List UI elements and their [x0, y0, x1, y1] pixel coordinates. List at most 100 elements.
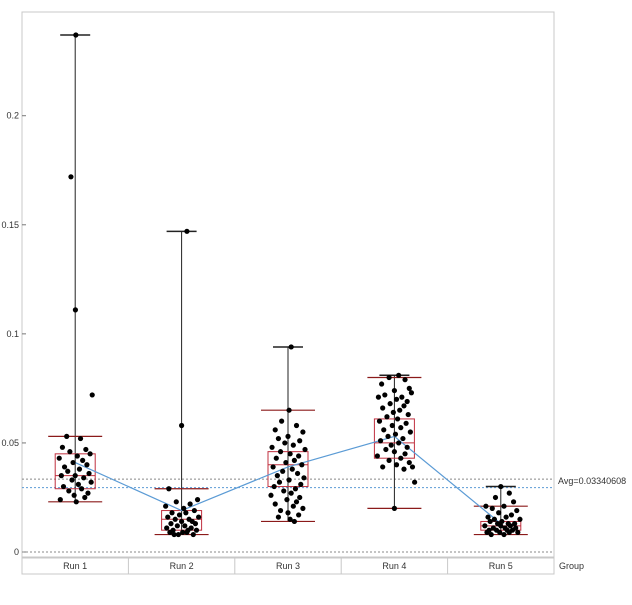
data-point	[409, 464, 416, 470]
data-point	[507, 523, 513, 529]
x-category-label: Run 2	[170, 561, 194, 571]
data-point	[285, 433, 291, 439]
data-point	[392, 431, 399, 437]
data-point	[167, 529, 173, 535]
data-point	[290, 503, 296, 509]
data-point	[283, 459, 289, 466]
data-point	[299, 462, 305, 468]
data-point	[297, 438, 303, 444]
data-point	[497, 529, 503, 535]
data-point	[407, 429, 413, 435]
data-point	[405, 411, 411, 418]
data-point	[272, 427, 278, 433]
data-point	[57, 497, 63, 503]
data-point	[514, 507, 520, 514]
data-point	[291, 518, 297, 525]
data-point	[380, 405, 386, 411]
data-point	[390, 409, 396, 415]
data-point	[73, 32, 79, 38]
data-point	[190, 531, 196, 538]
data-point	[84, 462, 90, 468]
data-point	[412, 479, 418, 485]
data-point	[171, 531, 177, 538]
data-point	[498, 483, 504, 490]
data-point	[74, 453, 80, 459]
data-point	[88, 479, 94, 485]
data-point	[66, 488, 72, 494]
data-point	[489, 505, 495, 511]
data-point	[290, 442, 296, 448]
data-point	[78, 486, 85, 492]
data-point	[385, 433, 391, 439]
data-point	[86, 470, 92, 477]
data-point	[194, 497, 201, 503]
data-point	[517, 516, 523, 522]
data-point	[192, 521, 199, 527]
data-point	[183, 510, 189, 516]
data-point	[83, 446, 89, 453]
data-point	[381, 427, 387, 433]
data-point	[89, 392, 95, 398]
data-point	[391, 505, 397, 511]
data-point	[67, 449, 73, 455]
data-point	[286, 477, 292, 483]
data-point	[491, 516, 498, 522]
x-category-label: Run 5	[489, 561, 513, 571]
data-point	[487, 518, 493, 525]
data-point	[492, 494, 499, 501]
data-point	[286, 407, 292, 413]
data-point	[87, 451, 93, 457]
data-point	[302, 446, 308, 453]
data-point	[166, 486, 172, 492]
data-point	[269, 444, 275, 450]
data-point	[179, 518, 185, 525]
data-point	[181, 505, 187, 511]
data-point	[389, 422, 395, 429]
data-point	[375, 394, 382, 400]
data-point	[287, 451, 293, 457]
data-point	[401, 466, 407, 472]
data-point	[287, 516, 293, 522]
data-point	[65, 468, 71, 474]
data-point	[75, 481, 81, 487]
data-point	[184, 228, 190, 234]
data-point	[501, 503, 507, 509]
data-point	[187, 501, 193, 507]
data-point	[484, 529, 490, 535]
data-point	[68, 174, 74, 180]
data-point	[72, 473, 78, 479]
y-tick-label: 0.2	[6, 111, 19, 121]
data-point	[397, 407, 403, 413]
data-point	[281, 488, 287, 494]
data-point	[394, 416, 401, 422]
data-point	[398, 455, 404, 461]
data-point	[180, 529, 186, 535]
data-point	[273, 455, 279, 461]
data-point	[296, 453, 302, 459]
data-point	[274, 473, 280, 479]
data-point	[401, 403, 407, 409]
data-point	[72, 307, 79, 313]
data-point	[289, 466, 295, 472]
x-axis-title: Group	[559, 561, 584, 571]
x-category-label: Run 4	[382, 561, 406, 571]
data-point	[275, 435, 282, 442]
data-point	[402, 377, 408, 383]
data-point	[399, 394, 405, 400]
data-point	[382, 392, 388, 398]
data-point	[60, 483, 67, 490]
data-point	[61, 464, 68, 470]
data-point	[396, 372, 402, 378]
data-point	[391, 449, 397, 455]
data-point	[175, 531, 182, 538]
data-point	[296, 512, 302, 518]
data-point	[284, 497, 290, 503]
data-point	[376, 418, 383, 424]
data-point	[384, 414, 390, 420]
data-point	[482, 523, 488, 529]
data-point	[176, 512, 183, 518]
data-point	[297, 494, 303, 501]
x-category-label: Run 3	[276, 561, 300, 571]
data-point	[282, 440, 288, 446]
